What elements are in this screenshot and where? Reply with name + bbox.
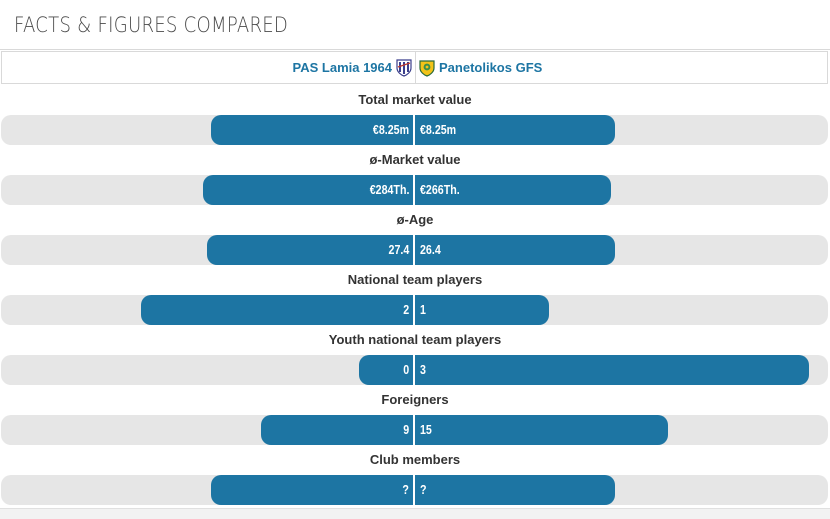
stat-bar-left <box>207 235 413 265</box>
stat-bar-left <box>141 295 413 325</box>
stat-bar-right <box>413 175 611 205</box>
stat-bar-divider <box>413 475 415 505</box>
club-left[interactable]: PAS Lamia 1964 <box>293 52 412 83</box>
stat-value-left: €284Th. <box>369 182 409 197</box>
stat-value-right: €266Th. <box>420 182 460 197</box>
stat-bar-left <box>359 355 413 385</box>
panetolikos-crest-icon[interactable] <box>419 59 435 77</box>
stat-track: ?? <box>1 475 828 505</box>
stat-bar-right <box>413 295 549 325</box>
stat-value-left: €8.25m <box>372 122 409 137</box>
stat-label: Foreigners <box>381 392 449 407</box>
stat-bar-right <box>413 115 615 145</box>
stat-bar-right <box>413 355 809 385</box>
stat-bar-left <box>203 175 413 205</box>
club-right[interactable]: Panetolikos GFS <box>419 52 542 83</box>
stat-value-right: ? <box>420 482 427 497</box>
stat-value-left: 0 <box>403 362 409 377</box>
pas-lamia-crest-icon[interactable] <box>396 58 412 77</box>
stat-label: ø-Age <box>396 212 434 227</box>
stat-track: €8.25m €8.25m <box>1 115 828 145</box>
stat-bar-right <box>413 475 615 505</box>
stat-track: 27.4 26.4 <box>1 235 828 265</box>
stat-value-left: 27.4 <box>388 242 409 257</box>
stat-track: 9 15 <box>1 415 828 445</box>
stat-bar-right <box>413 415 668 445</box>
stat-label: Total market value <box>358 92 472 107</box>
stat-bar-left <box>211 115 413 145</box>
section-header: FACTS & FIGURES COMPARED <box>0 0 830 50</box>
stat-bar-divider <box>413 295 415 325</box>
stat-value-right: 26.4 <box>420 242 441 257</box>
stat-value-right: 15 <box>420 422 432 437</box>
stat-value-right: 3 <box>420 362 426 377</box>
stat-bar-divider <box>413 175 415 205</box>
section-title: FACTS & FIGURES COMPARED <box>14 13 289 37</box>
stat-bar-divider <box>413 415 415 445</box>
stat-value-left: 9 <box>403 422 409 437</box>
stat-bar-right <box>413 235 615 265</box>
stat-label: Club members <box>369 452 461 467</box>
stat-bar-divider <box>413 235 415 265</box>
stat-label: National team players <box>347 272 483 287</box>
stat-bar-divider <box>413 115 415 145</box>
stat-label: Youth national team players <box>328 332 502 347</box>
bottom-strip <box>0 508 830 519</box>
stat-bar-divider <box>413 355 415 385</box>
stat-value-left: 2 <box>403 302 409 317</box>
clubs-row: PAS Lamia 1964 Panetolikos GFS <box>1 51 828 84</box>
stat-value-right: 1 <box>420 302 426 317</box>
stat-label: ø-Market value <box>369 152 461 167</box>
stat-value-left: ? <box>402 482 409 497</box>
clubs-divider <box>415 52 416 83</box>
stat-value-right: €8.25m <box>420 122 457 137</box>
club-name-right[interactable]: Panetolikos GFS <box>439 60 543 75</box>
club-name-left[interactable]: PAS Lamia 1964 <box>292 60 392 75</box>
stat-bar-left <box>261 415 413 445</box>
stat-bar-left <box>211 475 413 505</box>
stat-track: €284Th. €266Th. <box>1 175 828 205</box>
